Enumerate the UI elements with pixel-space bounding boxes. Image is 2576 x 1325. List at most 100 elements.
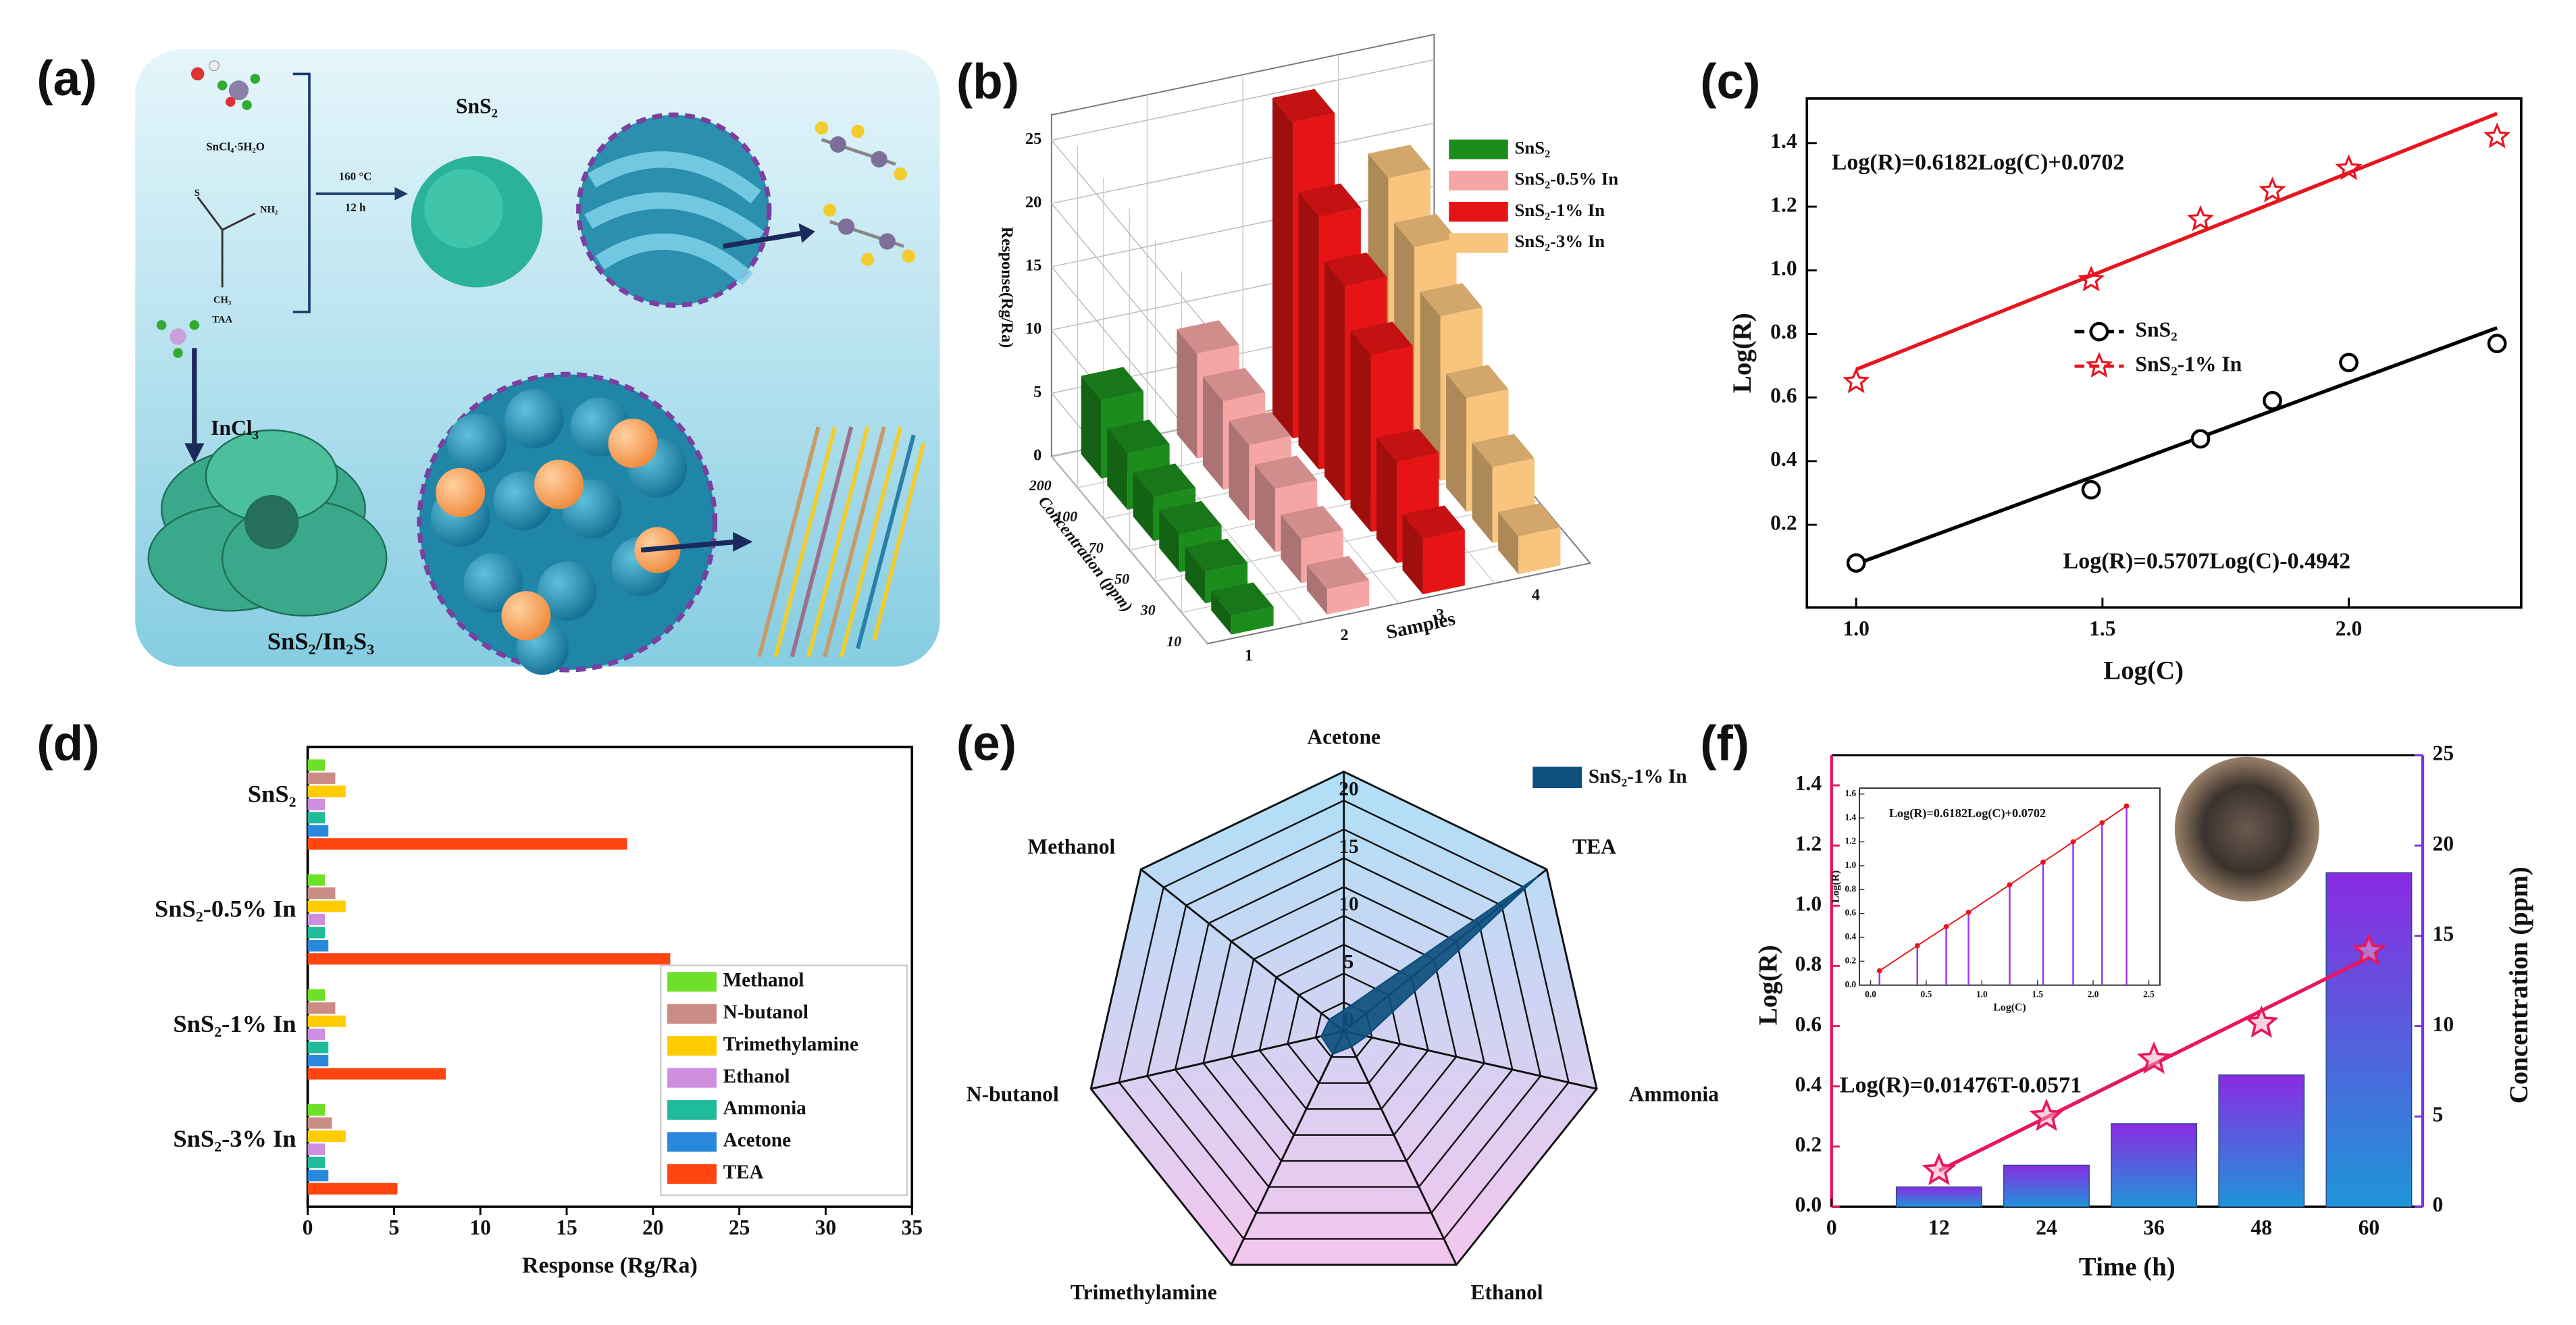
inset-x-tick-label: 1.0 [1976, 989, 1988, 999]
bar-side [1159, 510, 1180, 573]
axis-label: Ammonia [1629, 1082, 1720, 1106]
sns2-sphere [411, 155, 543, 288]
y2-tick-label: 20 [2433, 831, 2454, 855]
bar [307, 772, 336, 784]
bar-side [1254, 464, 1275, 552]
panel-label: (f) [1700, 716, 1749, 771]
bar-top [1254, 455, 1318, 489]
x-tick-label: 1 [1245, 646, 1253, 665]
axis-label: TEA [1572, 835, 1616, 858]
bar-top [1159, 500, 1222, 535]
y-tick-label: 25 [1025, 130, 1041, 148]
arrow [723, 230, 802, 249]
bar [307, 785, 346, 798]
x-tick-label: 1.5 [2089, 617, 2116, 640]
y-tick-label: 0.0 [1795, 1193, 1822, 1216]
y-tick-label: 0 [1033, 446, 1041, 464]
bar [307, 887, 336, 900]
arrow-head [733, 531, 753, 552]
y-tick-label: 0.4 [1795, 1072, 1822, 1096]
x-tick-label: 60 [2359, 1216, 2380, 1239]
inset-x-tick-label: 0.0 [1865, 989, 1876, 999]
x-tick-label: 5 [388, 1216, 399, 1239]
bar-top [1272, 88, 1335, 122]
bracket [292, 72, 311, 313]
inset-x-tick-label: 1.5 [2032, 989, 2043, 999]
bar [2003, 1164, 2090, 1207]
panel-label: (c) [1700, 55, 1760, 109]
legend-label: Ammonia [723, 1097, 807, 1119]
legend-swatch [1449, 139, 1508, 159]
panel-label: (e) [956, 716, 1016, 771]
legend-label: Methanol [723, 970, 804, 991]
z-tick-label: 200 [1029, 477, 1052, 494]
y-tick-label: 0.6 [1770, 384, 1797, 407]
bar [307, 798, 326, 810]
point [2339, 353, 2359, 373]
bar-side [1420, 292, 1441, 481]
legend-swatch [667, 1068, 717, 1088]
reagent-label: InCl₃ [211, 416, 259, 440]
inset-title: Log(R)=0.6182Log(C)+0.0702 [1889, 806, 2046, 821]
y-tick-label: 1.0 [1795, 891, 1822, 915]
legend-swatch [667, 1036, 717, 1056]
spoke [1140, 868, 1345, 1032]
y-tick-label: 15 [1025, 257, 1041, 275]
bar-side [1376, 437, 1397, 563]
annotation: Log(R)=0.01476T-0.0571 [1840, 1072, 2082, 1097]
bar-side [1202, 376, 1223, 490]
tae-structure [197, 196, 256, 288]
bar-top [1081, 367, 1144, 400]
y-tick-label: 0.6 [1795, 1012, 1822, 1036]
layered-crystal [757, 426, 926, 658]
bar [307, 939, 329, 952]
legend-label: TEA [723, 1162, 764, 1183]
y-tick-label: 0.8 [1770, 320, 1797, 344]
y-tick-label: SnS₂ [248, 781, 297, 808]
legend-label: SnS₂-1% In [1589, 766, 1687, 787]
x-tick-label: 3 [1436, 606, 1444, 624]
bar [307, 989, 326, 1001]
y2-tick-label: 5 [2433, 1102, 2444, 1126]
y-tick-label: 0.2 [1770, 511, 1797, 534]
x-tick-label: 0 [303, 1216, 313, 1239]
legend-label: SnS₂-1% In [1515, 200, 1605, 220]
legend-swatch [667, 1099, 717, 1120]
x-axis-title: Response (Rg/Ra) [522, 1253, 698, 1278]
inset-y-tick-label: 0.2 [1845, 955, 1857, 965]
legend-marker [2089, 321, 2109, 342]
bar [307, 812, 326, 824]
z-tick-label: 30 [1140, 602, 1156, 619]
inset-y-tick-label: 1.6 [1845, 788, 1857, 798]
bar-front [1518, 527, 1561, 575]
legend-label: Ethanol [723, 1066, 790, 1087]
grid-ring [1118, 800, 1570, 1240]
grid-ring [1089, 771, 1598, 1266]
legend-swatch [667, 1004, 717, 1024]
bar-side [1402, 514, 1423, 595]
bar-side [1472, 442, 1493, 544]
spoke [1343, 1031, 1458, 1266]
annotation: Log(R)=0.5707Log(C)-0.4942 [2063, 549, 2351, 574]
point [2259, 176, 2286, 203]
point [2136, 1041, 2171, 1074]
x-tick-label: 36 [2143, 1216, 2165, 1239]
y-tick-label: 1.4 [1795, 771, 1822, 795]
bar-front [1231, 606, 1274, 635]
legend-label: SnS₂-1% In [2136, 352, 2242, 375]
legend-label: SnS₂ [1515, 137, 1551, 157]
bar-side [1133, 472, 1154, 542]
point [2190, 429, 2211, 449]
x-tick-label: 20 [642, 1216, 664, 1239]
plot-frame [306, 746, 914, 1208]
y-tick-label: 1.2 [1795, 831, 1822, 855]
bar-side [1446, 373, 1467, 512]
x-tick-label: 0 [1826, 1216, 1837, 1239]
legend-swatch [1532, 767, 1582, 788]
bar-top [1185, 538, 1248, 572]
y2-axis-title: Concentration (ppm) [2504, 866, 2533, 1103]
crystal-unit [815, 121, 916, 266]
bar [307, 1041, 329, 1054]
panel-a: (a) SnCl₄·5H₂O S NH₂ CH₃ TAA 160 °C 12 h… [36, 49, 940, 675]
x-tick-label: 35 [901, 1216, 923, 1239]
